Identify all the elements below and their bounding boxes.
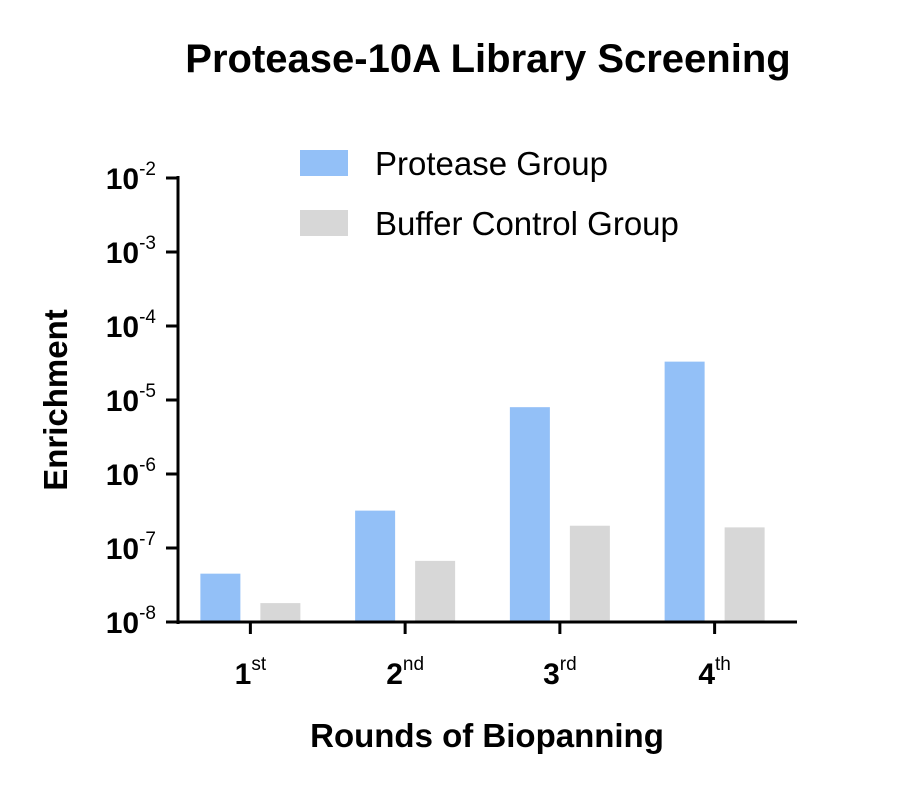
bar-buffer-control-group-3 (569, 525, 610, 622)
x-tick-label: 3rd (543, 654, 577, 691)
y-tick-label: 10-5 (106, 381, 156, 418)
y-tick-label: 10-6 (106, 455, 156, 492)
bar-protease-group-1 (200, 573, 241, 622)
y-tick-label: 10-3 (106, 233, 156, 270)
y-tick-label: 10-2 (106, 159, 156, 196)
bar-buffer-control-group-4 (724, 527, 765, 622)
bar-buffer-control-group-2 (415, 560, 456, 622)
bar-protease-group-2 (355, 510, 396, 622)
bar-buffer-control-group-1 (260, 603, 301, 622)
bar-protease-group-4 (664, 361, 705, 622)
x-axis-title: Rounds of Biopanning (310, 717, 664, 754)
y-tick-label: 10-4 (106, 307, 157, 344)
bar-protease-group-3 (509, 407, 550, 622)
y-tick-label: 10-7 (106, 529, 156, 566)
y-tick-label: 10-8 (106, 603, 156, 640)
y-axis: 10-2 10-3 10-4 10-5 10-6 10-7 10-8 (106, 159, 180, 640)
legend-label: Protease Group (375, 145, 608, 182)
x-tick-label: 4th (698, 654, 731, 691)
y-axis-title: Enrichment (37, 309, 74, 491)
x-tick-label: 1st (235, 654, 267, 691)
x-axis: 1st 2nd 3rd 4th (176, 620, 797, 691)
bars (200, 361, 765, 622)
legend-swatch (300, 150, 348, 176)
chart-title: Protease-10A Library Screening (185, 37, 790, 81)
x-tick-label: 2nd (386, 654, 424, 691)
legend: Protease Group Buffer Control Group (300, 145, 679, 242)
legend-label: Buffer Control Group (375, 205, 679, 242)
legend-swatch (300, 210, 348, 236)
